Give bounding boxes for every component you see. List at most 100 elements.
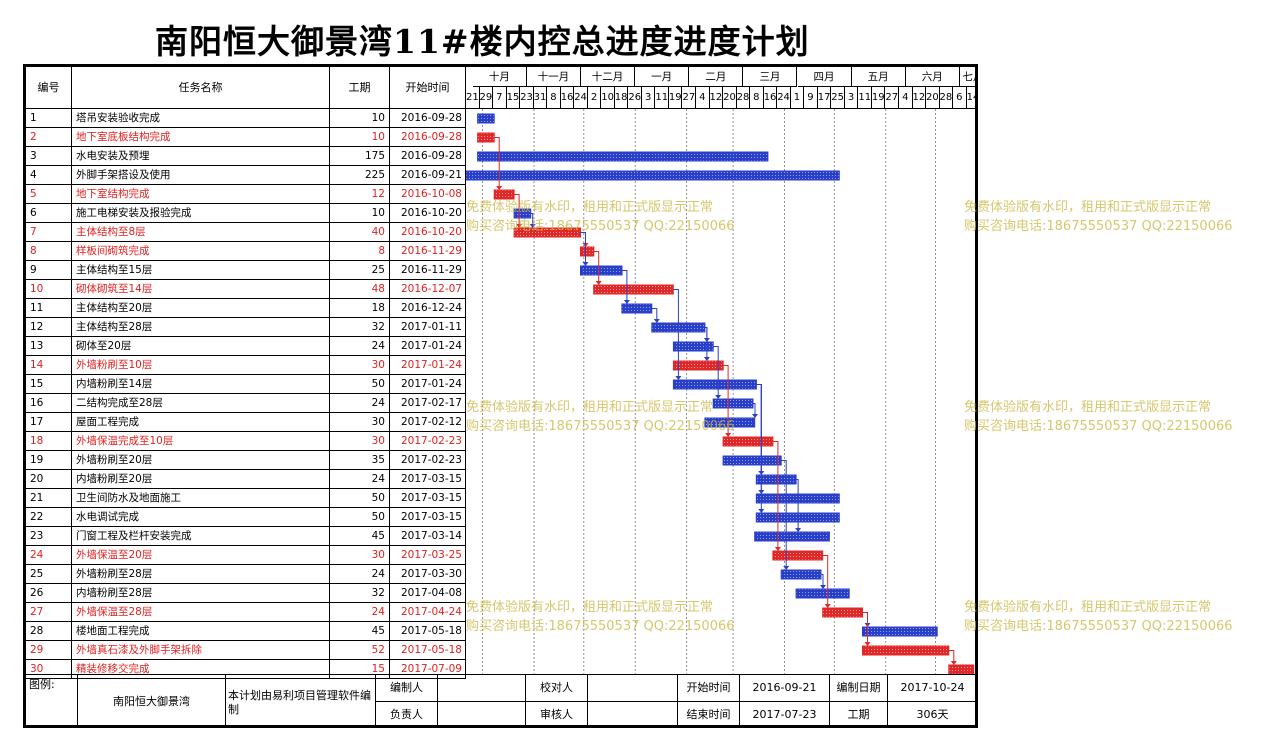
- table-row[interactable]: 20 内墙粉刷至20层 24 2017-03-15: [26, 470, 466, 489]
- gantt-bar[interactable]: [580, 265, 623, 276]
- task-id: 4: [26, 166, 72, 184]
- gantt-bar[interactable]: [477, 132, 495, 143]
- table-row[interactable]: 5 地下室结构完成 12 2016-10-08: [26, 185, 466, 204]
- task-start: 2016-12-24: [390, 299, 466, 317]
- table-row[interactable]: 10 砌体砌筑至14层 48 2016-12-07: [26, 280, 466, 299]
- week-tick: 11: [655, 87, 669, 108]
- table-row[interactable]: 13 砌体至20层 24 2017-01-24: [26, 337, 466, 356]
- task-start: 2016-10-20: [390, 204, 466, 222]
- duration-label: 工期: [830, 702, 888, 725]
- task-name: 水电调试完成: [72, 508, 330, 526]
- dependency-link: [822, 555, 829, 607]
- dependency-link: [796, 479, 799, 531]
- task-name: 内墙粉刷至14层: [72, 375, 330, 393]
- task-duration: 24: [330, 337, 390, 355]
- gantt-bar[interactable]: [780, 569, 822, 580]
- gantt-bar[interactable]: [822, 607, 864, 618]
- gantt-bar[interactable]: [593, 284, 674, 295]
- dependency-arrow: [795, 528, 802, 532]
- week-tick: 12: [913, 87, 926, 108]
- task-start: 2017-07-09: [390, 660, 466, 678]
- table-row[interactable]: 30 精装修移交完成 15 2017-07-09: [26, 660, 466, 679]
- owner-value[interactable]: [438, 702, 526, 725]
- table-row[interactable]: 28 楼地面工程完成 45 2017-05-18: [26, 622, 466, 641]
- table-row[interactable]: 12 主体结构至28层 32 2017-01-11: [26, 318, 466, 337]
- table-row[interactable]: 17 屋面工程完成 30 2017-02-12: [26, 413, 466, 432]
- gantt-bar[interactable]: [621, 303, 653, 314]
- week-tick: 9: [804, 87, 818, 108]
- task-duration: 45: [330, 527, 390, 545]
- table-row[interactable]: 3 水电安装及预埋 175 2016-09-28: [26, 147, 466, 166]
- table-row[interactable]: 25 外墙粉刷至28层 24 2017-03-30: [26, 565, 466, 584]
- table-row[interactable]: 21 卫生间防水及地面施工 50 2017-03-15: [26, 489, 466, 508]
- week-tick: 26: [628, 87, 642, 108]
- task-name: 内墙粉刷至20层: [72, 470, 330, 488]
- compiler-value[interactable]: [438, 675, 526, 702]
- gantt-bar[interactable]: [477, 113, 495, 124]
- gantt-bar[interactable]: [862, 645, 950, 656]
- table-row[interactable]: 7 主体结构至8层 40 2016-10-20: [26, 223, 466, 242]
- gantt-bar[interactable]: [722, 436, 774, 447]
- gantt-bar[interactable]: [672, 379, 757, 390]
- table-row[interactable]: 14 外墙粉刷至10层 30 2017-01-24: [26, 356, 466, 375]
- task-id: 12: [26, 318, 72, 336]
- dependency-link: [756, 384, 762, 512]
- gantt-bar[interactable]: [704, 417, 756, 428]
- gantt-bar[interactable]: [862, 626, 938, 637]
- table-row[interactable]: 16 二结构完成至28层 24 2017-02-17: [26, 394, 466, 413]
- month-label: 四月: [797, 67, 852, 87]
- table-row[interactable]: 23 门窗工程及栏杆安装完成 45 2017-03-14: [26, 527, 466, 546]
- table-row[interactable]: 26 内墙粉刷至28层 32 2017-04-08: [26, 584, 466, 603]
- table-row[interactable]: 6 施工电梯安装及报验完成 10 2016-10-20: [26, 204, 466, 223]
- week-tick: 7: [493, 87, 507, 108]
- table-row[interactable]: 27 外墙保温至28层 24 2017-04-24: [26, 603, 466, 622]
- gantt-bar[interactable]: [754, 531, 830, 542]
- dependency-link: [593, 251, 600, 284]
- gantt-bar[interactable]: [672, 360, 724, 371]
- table-row[interactable]: 8 样板间砌筑完成 8 2016-11-29: [26, 242, 466, 261]
- gantt-bar[interactable]: [722, 455, 782, 466]
- task-duration: 10: [330, 128, 390, 146]
- task-start: 2017-02-17: [390, 394, 466, 412]
- footer-info: 图例: 南阳恒大御景湾 本计划由易利项目管理软件编制 编制人 校对人 开始时间 …: [26, 674, 975, 725]
- task-start: 2017-03-25: [390, 546, 466, 564]
- gantt-bar[interactable]: [772, 550, 824, 561]
- gantt-bar[interactable]: [580, 246, 595, 257]
- table-row[interactable]: 22 水电调试完成 50 2017-03-15: [26, 508, 466, 527]
- gantt-bar[interactable]: [477, 151, 769, 162]
- gantt-bar[interactable]: [755, 474, 797, 485]
- table-row[interactable]: 15 内墙粉刷至14层 50 2017-01-24: [26, 375, 466, 394]
- reviewer-value[interactable]: [588, 702, 678, 725]
- task-duration: 18: [330, 299, 390, 317]
- gantt-bar[interactable]: [466, 170, 840, 181]
- task-start: 2017-03-15: [390, 508, 466, 526]
- task-id: 10: [26, 280, 72, 298]
- gantt-bar[interactable]: [513, 227, 581, 238]
- gantt-bar[interactable]: [513, 208, 532, 219]
- table-row[interactable]: 9 主体结构至15层 25 2016-11-29: [26, 261, 466, 280]
- table-row[interactable]: 18 外墙保温完成至10层 30 2017-02-23: [26, 432, 466, 451]
- task-id: 13: [26, 337, 72, 355]
- task-duration: 32: [330, 318, 390, 336]
- gantt-bar[interactable]: [712, 398, 754, 409]
- dependency-arrow: [950, 661, 957, 665]
- table-row[interactable]: 29 外墙真石漆及外脚手架拆除 52 2017-05-18: [26, 641, 466, 660]
- task-id: 23: [26, 527, 72, 545]
- table-row[interactable]: 19 外墙粉刷至20层 35 2017-02-23: [26, 451, 466, 470]
- checker-value[interactable]: [588, 675, 678, 702]
- table-row[interactable]: 4 外脚手架搭设及使用 225 2016-09-21: [26, 166, 466, 185]
- table-row[interactable]: 24 外墙保温至20层 30 2017-03-25: [26, 546, 466, 565]
- task-duration: 45: [330, 622, 390, 640]
- task-name: 屋面工程完成: [72, 413, 330, 431]
- gantt-bar[interactable]: [795, 588, 850, 599]
- table-row[interactable]: 1 塔吊安装验收完成 10 2016-09-28: [26, 109, 466, 128]
- table-row[interactable]: 2 地下室底板结构完成 10 2016-09-28: [26, 128, 466, 147]
- dependency-arrow: [824, 604, 831, 608]
- task-duration: 50: [330, 508, 390, 526]
- gantt-bar[interactable]: [948, 664, 975, 674]
- watermark: 免费体验版有水印，租用和正式版显示正常 购买咨询电话:18675550537 QQ…: [964, 400, 1233, 434]
- task-name: 施工电梯安装及报验完成: [72, 204, 330, 222]
- task-id: 7: [26, 223, 72, 241]
- gantt-bar[interactable]: [493, 189, 515, 200]
- table-row[interactable]: 11 主体结构至20层 18 2016-12-24: [26, 299, 466, 318]
